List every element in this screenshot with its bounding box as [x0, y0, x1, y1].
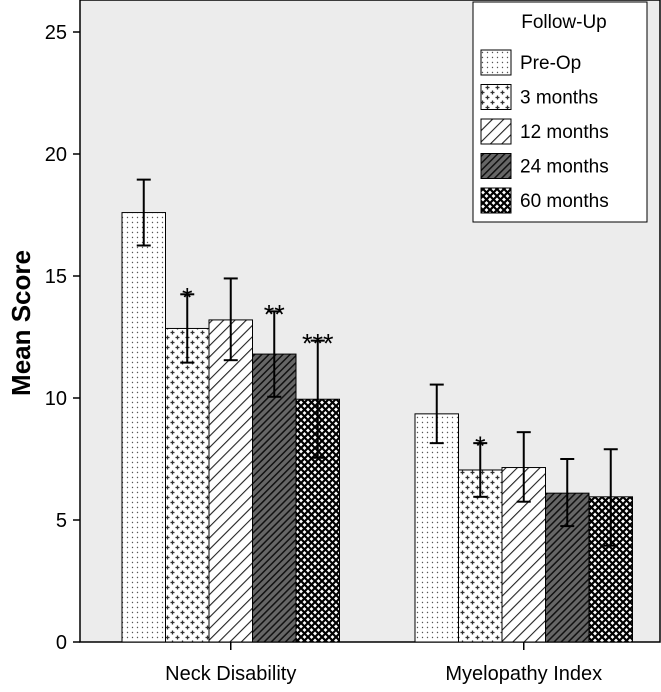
- legend-swatch: [480, 187, 512, 214]
- bar: [165, 327, 210, 643]
- y-tick-label: 20: [45, 144, 67, 166]
- y-tick-label: 0: [56, 632, 67, 654]
- significance-marker: *: [475, 431, 486, 461]
- y-axis: 0 5 10 15 20 25: [45, 22, 80, 654]
- significance-marker: *: [182, 282, 193, 312]
- legend-label: 24 months: [520, 157, 609, 178]
- y-tick-label: 25: [45, 22, 67, 44]
- legend-label: Pre-Op: [520, 53, 581, 74]
- legend-swatch: [480, 153, 512, 179]
- bar: [458, 469, 503, 643]
- legend-title: Follow-Up: [521, 12, 607, 33]
- significance-marker: **: [264, 299, 286, 329]
- legend-swatch: [480, 84, 512, 110]
- bar: [252, 353, 297, 643]
- legend: Follow-Up Pre-Op 3 months 12 months 24 mont…: [472, 1, 648, 223]
- bars: *******: [121, 178, 633, 643]
- bar: [414, 413, 459, 643]
- legend-swatch: [480, 49, 512, 76]
- legend-box: [472, 1, 648, 223]
- legend-label: 60 months: [520, 191, 609, 212]
- y-axis-title: Mean Score: [6, 250, 36, 396]
- y-tick-label: 15: [45, 266, 67, 288]
- bar: [208, 319, 253, 643]
- x-axis: Neck Disability Myelopathy Index: [165, 642, 602, 685]
- legend-label: 12 months: [520, 122, 609, 143]
- x-category-label: Neck Disability: [165, 663, 296, 685]
- y-tick-label: 10: [45, 388, 67, 410]
- legend-label: 3 months: [520, 88, 598, 109]
- y-tick-label: 5: [56, 510, 67, 532]
- bar: [121, 212, 166, 643]
- x-category-label: Myelopathy Index: [445, 663, 602, 685]
- significance-marker: ***: [302, 329, 334, 359]
- legend-swatch: [480, 118, 512, 145]
